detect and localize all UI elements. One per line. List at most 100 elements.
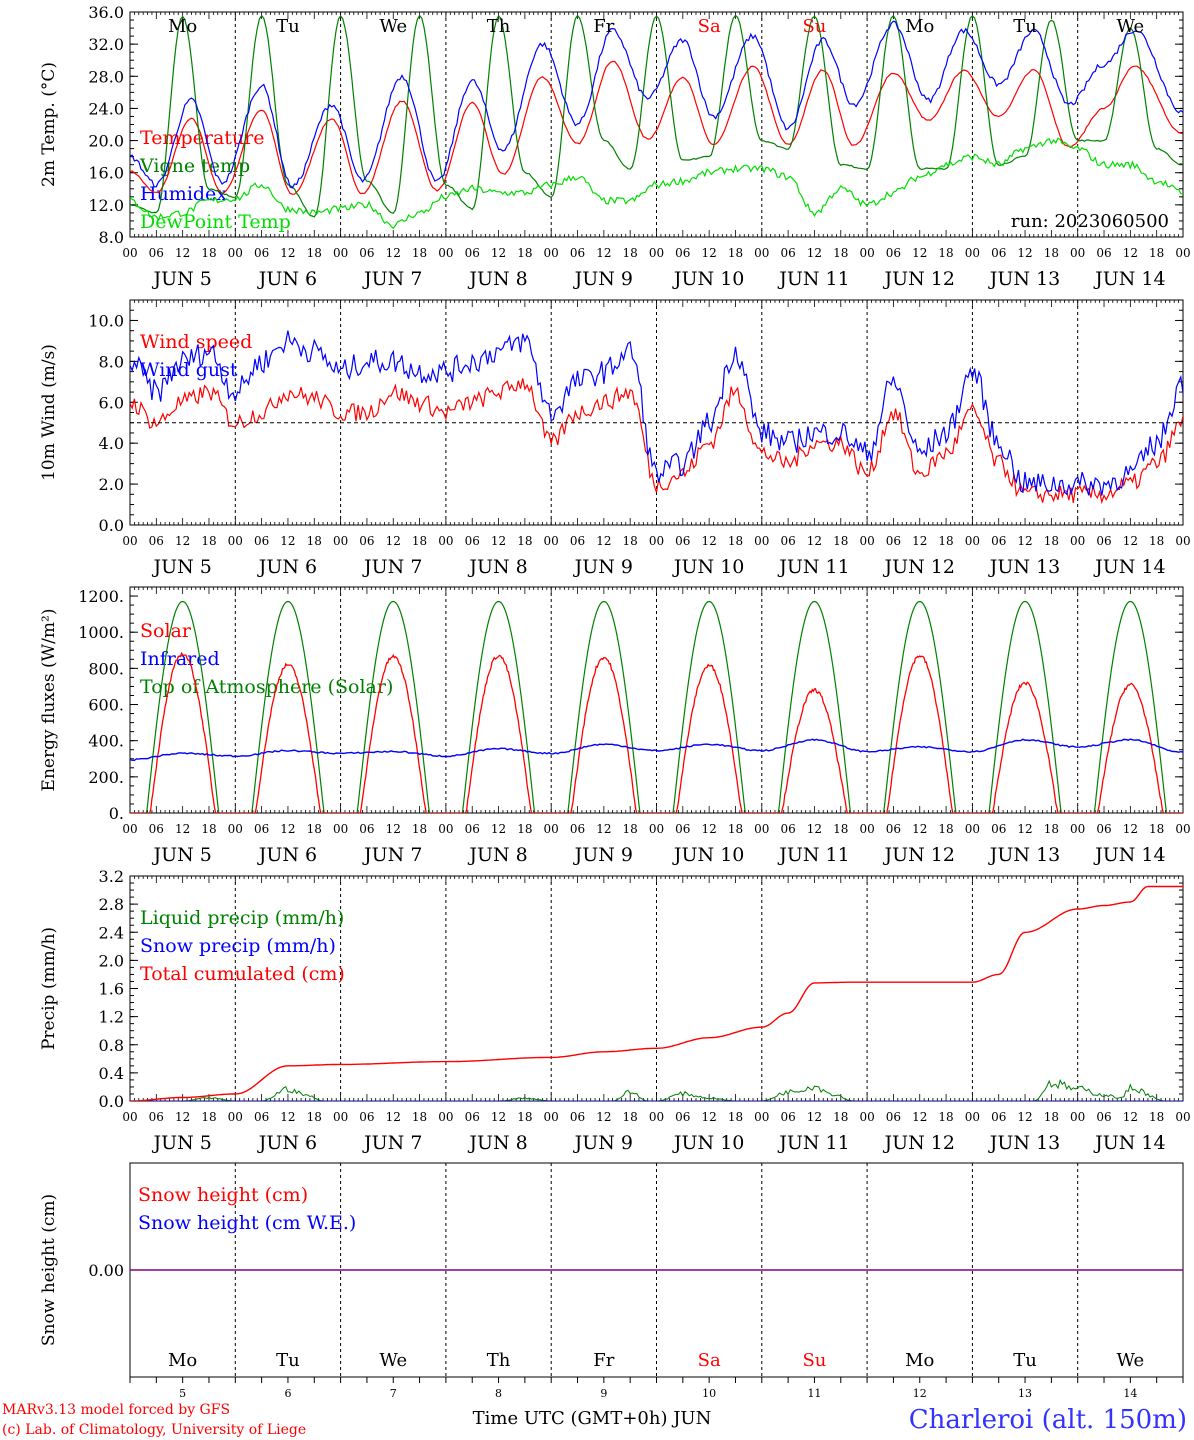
location-title: Charleroi (alt. 150m) <box>909 1405 1187 1435</box>
hour-tick-label: 06 <box>254 822 269 836</box>
hour-tick-label: 12 <box>912 822 927 836</box>
hour-tick-label: 18 <box>517 1110 532 1124</box>
panel-4-y-axis-label: Precip (mm/h) <box>39 927 59 1050</box>
hour-tick-label: 18 <box>517 246 532 260</box>
day-label: JUN 6 <box>257 556 317 578</box>
day-number-label: 10 <box>702 1387 716 1400</box>
day-label: JUN 12 <box>883 268 955 290</box>
day-label: JUN 11 <box>777 844 849 866</box>
hour-tick-label: 12 <box>702 1110 717 1124</box>
hour-tick-label: 18 <box>412 822 427 836</box>
panel-1-y-tick-label: 8.0 <box>99 228 124 247</box>
hour-tick-label: 18 <box>201 246 216 260</box>
hour-tick-label: 06 <box>359 246 374 260</box>
panel-3-y-tick-label: 800. <box>88 659 124 678</box>
hour-tick-label: 12 <box>702 246 717 260</box>
hour-tick-label: 06 <box>570 246 585 260</box>
hour-tick-label: 06 <box>780 534 795 548</box>
weekday-label: Tu <box>1013 16 1037 37</box>
day-number-label: 7 <box>390 1387 397 1400</box>
hour-tick-label: 06 <box>465 822 480 836</box>
panel-1-legend-entry: Vigne temp <box>139 155 250 177</box>
hour-tick-label: 12 <box>1123 1110 1138 1124</box>
hour-tick-label: 00 <box>649 822 664 836</box>
hour-tick-label: 06 <box>780 1110 795 1124</box>
hour-tick-label: 18 <box>938 822 953 836</box>
hour-tick-label: 06 <box>675 1110 690 1124</box>
hour-tick-label: 06 <box>465 1110 480 1124</box>
hour-tick-label: 06 <box>570 534 585 548</box>
hour-tick-label: 06 <box>780 822 795 836</box>
hour-tick-label: 00 <box>1175 246 1190 260</box>
hour-tick-label: 00 <box>122 534 137 548</box>
panel-3-y-tick-label: 1000. <box>78 623 124 642</box>
panel-2-y-tick-label: 6.0 <box>99 393 124 412</box>
hour-tick-label: 06 <box>254 246 269 260</box>
hour-tick-label: 06 <box>149 246 164 260</box>
day-label: JUN 7 <box>362 268 422 290</box>
day-label: JUN 10 <box>672 268 744 290</box>
hour-tick-label: 18 <box>517 534 532 548</box>
day-label: JUN 5 <box>151 844 211 866</box>
hour-tick-label: 18 <box>412 1110 427 1124</box>
hour-tick-label: 12 <box>807 1110 822 1124</box>
hour-tick-label: 18 <box>412 534 427 548</box>
hour-tick-label: 18 <box>833 822 848 836</box>
panel-1-y-tick-label: 12.0 <box>88 196 124 215</box>
day-label: JUN 14 <box>1093 268 1165 290</box>
day-label: JUN 12 <box>883 844 955 866</box>
hour-tick-label: 12 <box>807 246 822 260</box>
hour-tick-label: 18 <box>728 246 743 260</box>
hour-tick-label: 00 <box>859 246 874 260</box>
hour-tick-label: 06 <box>465 246 480 260</box>
hour-tick-label: 06 <box>991 246 1006 260</box>
hour-tick-label: 18 <box>201 822 216 836</box>
hour-tick-label: 18 <box>307 1110 322 1124</box>
hour-tick-label: 18 <box>938 246 953 260</box>
hour-tick-label: 00 <box>438 822 453 836</box>
day-label: JUN 11 <box>777 556 849 578</box>
hour-tick-label: 00 <box>333 822 348 836</box>
hour-tick-label: 06 <box>886 534 901 548</box>
hour-tick-label: 06 <box>570 1110 585 1124</box>
hour-tick-label: 06 <box>1096 1110 1111 1124</box>
hour-tick-label: 12 <box>1017 246 1032 260</box>
hour-tick-label: 12 <box>491 822 506 836</box>
hour-tick-label: 00 <box>859 1110 874 1124</box>
hour-tick-label: 00 <box>1070 246 1085 260</box>
weekday-label: Sa <box>698 1350 721 1371</box>
hour-tick-label: 18 <box>728 534 743 548</box>
hour-tick-label: 00 <box>228 246 243 260</box>
hour-tick-label: 06 <box>1096 534 1111 548</box>
hour-tick-label: 00 <box>1175 1110 1190 1124</box>
hour-tick-label: 12 <box>596 822 611 836</box>
series-line-dewpoint-temp <box>130 137 1183 230</box>
hour-tick-label: 12 <box>807 534 822 548</box>
hour-tick-label: 12 <box>1123 822 1138 836</box>
hour-tick-label: 18 <box>517 822 532 836</box>
hour-tick-label: 06 <box>359 1110 374 1124</box>
hour-tick-label: 00 <box>544 822 559 836</box>
hour-tick-label: 18 <box>1149 534 1164 548</box>
hour-tick-label: 12 <box>912 534 927 548</box>
hour-tick-label: 18 <box>307 822 322 836</box>
day-number-label: 6 <box>284 1387 291 1400</box>
hour-tick-label: 06 <box>991 1110 1006 1124</box>
hour-tick-label: 06 <box>991 534 1006 548</box>
hour-tick-label: 12 <box>1017 534 1032 548</box>
hour-tick-label: 06 <box>570 822 585 836</box>
hour-tick-label: 18 <box>412 246 427 260</box>
weekday-label: We <box>1117 1350 1145 1371</box>
weekday-label: Mo <box>168 1350 197 1371</box>
day-label: JUN 5 <box>151 268 211 290</box>
panel-5-y-tick-label: 0.00 <box>88 1261 124 1280</box>
day-label: JUN 8 <box>467 556 527 578</box>
hour-tick-label: 06 <box>465 534 480 548</box>
hour-tick-label: 12 <box>702 822 717 836</box>
day-label: JUN 8 <box>467 844 527 866</box>
panel-3-legend-entry: Infrared <box>140 648 220 670</box>
weekday-label: We <box>379 16 407 37</box>
day-label: JUN 7 <box>362 556 422 578</box>
weekday-label: Mo <box>905 1350 934 1371</box>
